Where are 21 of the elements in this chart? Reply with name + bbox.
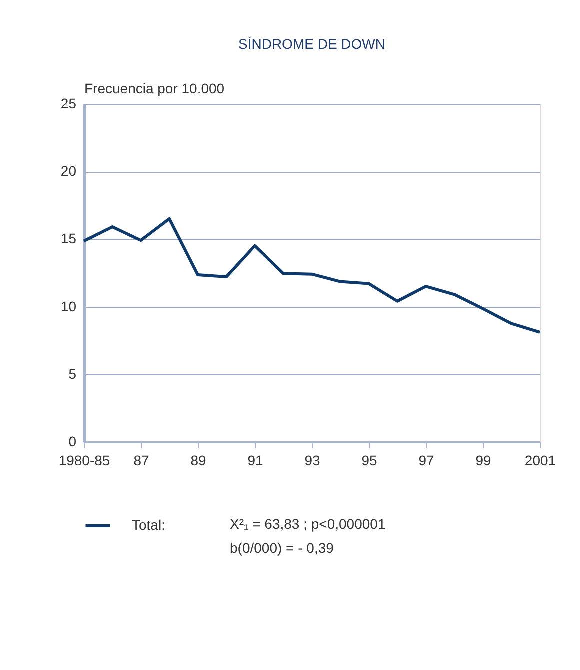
x-tick-label: 87 [134, 452, 150, 468]
x-tick-label: 89 [190, 452, 206, 468]
text: b(0/000) = - 0,39 [230, 540, 334, 556]
y-tick-label: 0 [68, 434, 77, 450]
y-tick-label: 10 [60, 298, 77, 314]
x-tick-label: 95 [362, 452, 378, 468]
legend-label: Total: [132, 517, 166, 533]
y-tick-label: 20 [60, 163, 77, 180]
x-tick-label: 2001 [524, 452, 556, 468]
chart-title: SÍNDROME DE DOWN [238, 36, 386, 52]
y-axis-title: Frecuencia por 10.000 [84, 80, 225, 96]
x-tick-label: 97 [418, 452, 434, 468]
y-tick-label: 25 [60, 96, 77, 112]
text: X²₁ = 63,83 ; p<0,000001 [230, 516, 386, 532]
x-tick-label: 91 [248, 452, 264, 468]
y-tick-label: 15 [60, 230, 77, 247]
y-tick-label: 5 [68, 366, 77, 382]
x-tick-label: 1980-85 [58, 452, 110, 468]
x-tick-label: 99 [476, 452, 492, 468]
line-series [82, 217, 542, 334]
x-tick-label: 93 [304, 452, 320, 468]
